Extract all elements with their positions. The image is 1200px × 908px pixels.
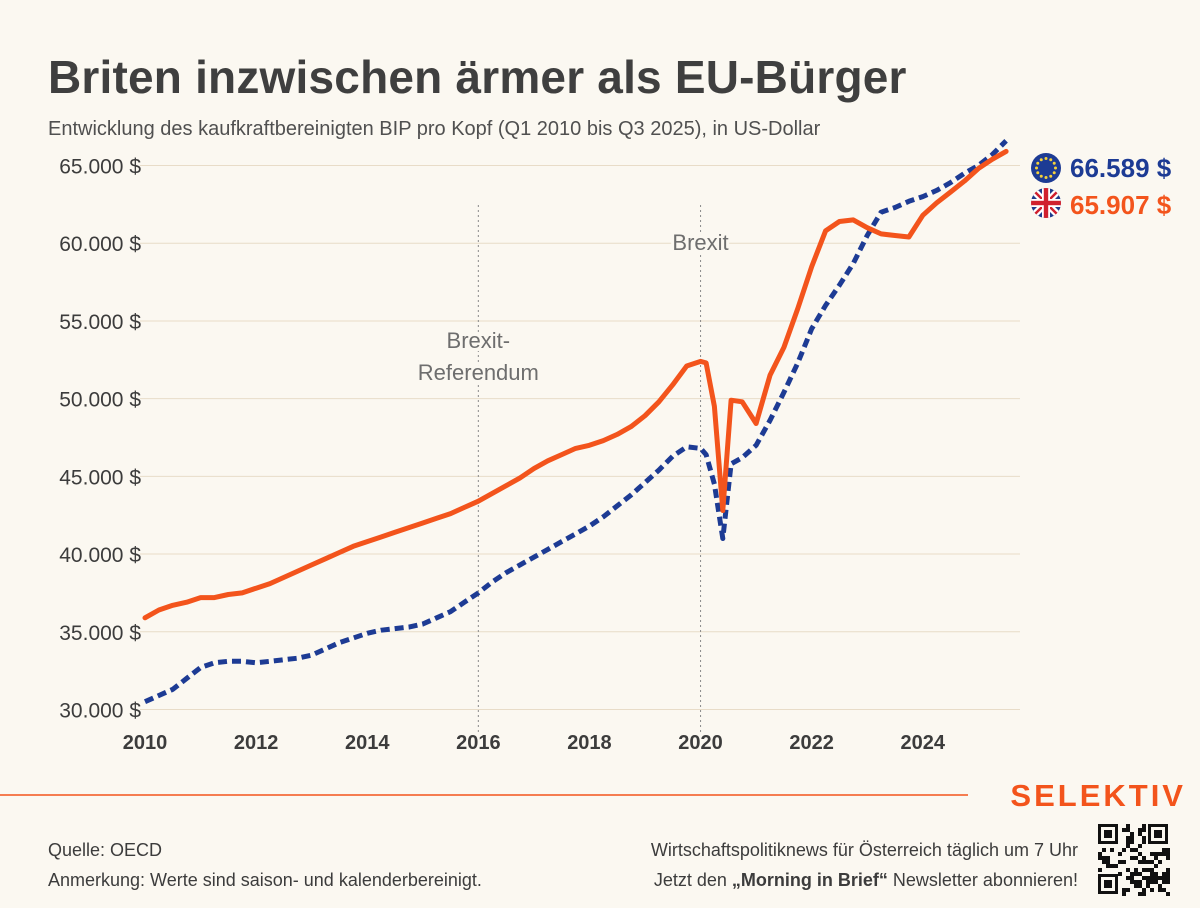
chart-subtitle: Entwicklung des kaufkraftbereinigten BIP… xyxy=(48,118,821,140)
eu-flag-icon xyxy=(1031,153,1061,183)
note-text: Anmerkung: Werte sind saison- und kalend… xyxy=(48,870,482,890)
promo-line-1: Wirtschaftspolitiknews für Österreich tä… xyxy=(650,840,1078,860)
eu-series-line xyxy=(143,139,1008,704)
y-tick-label: 45.000 $ xyxy=(59,466,141,489)
x-tick-label: 2014 xyxy=(345,732,390,754)
y-tick-label: 55.000 $ xyxy=(59,311,141,334)
y-tick-label: 40.000 $ xyxy=(59,544,141,567)
newsletter-name[interactable]: „Morning in Brief“ xyxy=(731,870,888,890)
x-tick-label: 2020 xyxy=(678,732,723,754)
x-tick-label: 2022 xyxy=(789,732,834,754)
newsletter-promo: Wirtschaftspolitiknews für Österreich tä… xyxy=(651,835,1078,895)
chart-title: Briten inzwischen ärmer als EU-Bürger xyxy=(48,51,907,103)
qr-code-icon[interactable] xyxy=(1096,822,1170,896)
x-axis-ticks: 2010 2012 2014 2016 2018 2020 2022 2024 xyxy=(123,732,946,754)
y-tick-label: 35.000 $ xyxy=(59,622,141,645)
promo-prefix: Jetzt den xyxy=(653,870,732,890)
annotation-label-halo: Brexit xyxy=(672,230,728,255)
promo-line-2[interactable]: Jetzt den „Morning in Brief“ Newsletter … xyxy=(651,865,1078,895)
promo-suffix: Newsletter abonnieren! xyxy=(887,870,1078,890)
eu-value-label: 66.589 $ xyxy=(1070,153,1172,183)
gridlines xyxy=(140,165,1020,710)
x-tick-label: 2018 xyxy=(567,732,612,754)
annotation-label: Referendum xyxy=(418,360,539,385)
x-tick-label: 2010 xyxy=(123,732,168,754)
y-tick-label: 50.000 $ xyxy=(59,389,141,412)
annotation-label: Brexit xyxy=(672,230,728,255)
y-axis-ticks: 30.000 $ 35.000 $ 40.000 $ 45.000 $ 50.000 $… xyxy=(59,156,141,723)
y-tick-label: 60.000 $ xyxy=(59,233,141,256)
x-tick-label: 2012 xyxy=(234,732,279,754)
y-tick-label: 65.000 $ xyxy=(59,156,141,179)
y-tick-label: 30.000 $ xyxy=(59,699,141,722)
annotations: Brexit-Brexit-ReferendumReferendumBrexit… xyxy=(415,205,732,733)
source-text: Quelle: OECD xyxy=(48,840,163,860)
x-tick-label: 2016 xyxy=(456,732,501,754)
brand-logo: SELEKTIV xyxy=(1010,778,1186,813)
annotation-label-halo: Brexit- xyxy=(447,328,511,353)
uk-value-label: 65.907 $ xyxy=(1070,190,1172,220)
uk-flag-icon xyxy=(1031,188,1061,218)
uk-series-line xyxy=(142,148,1009,621)
annotation-label: Brexit- xyxy=(447,328,511,353)
annotation-label-halo: Referendum xyxy=(418,360,539,385)
footer-notes: Quelle: OECD Anmerkung: Werte sind saiso… xyxy=(48,835,482,895)
x-tick-label: 2024 xyxy=(901,732,946,754)
series-lines xyxy=(142,139,1009,704)
